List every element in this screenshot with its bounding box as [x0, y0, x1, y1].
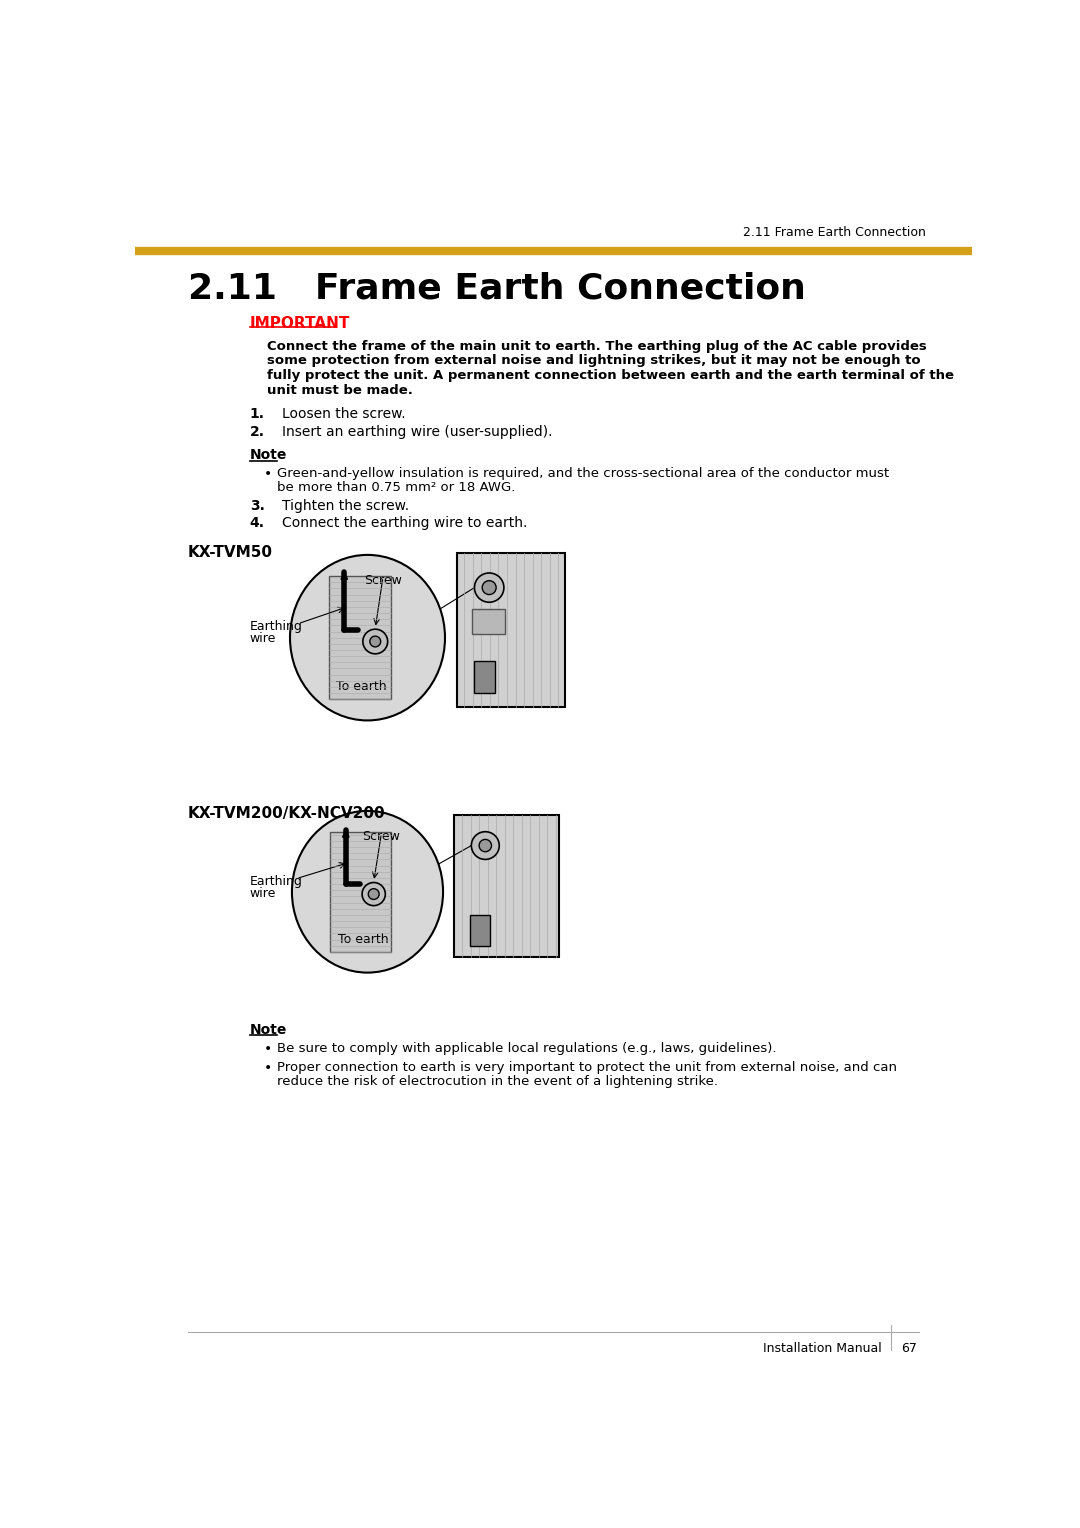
Text: •: • [264, 1060, 272, 1076]
Text: 2.11   Frame Earth Connection: 2.11 Frame Earth Connection [188, 272, 806, 306]
Text: some protection from external noise and lightning strikes, but it may not be eno: some protection from external noise and … [267, 354, 920, 367]
Text: wire: wire [249, 633, 276, 645]
Circle shape [363, 630, 388, 654]
FancyBboxPatch shape [474, 660, 496, 694]
Text: To earth: To earth [337, 680, 387, 694]
Text: fully protect the unit. A permanent connection between earth and the earth termi: fully protect the unit. A permanent conn… [267, 368, 954, 382]
FancyBboxPatch shape [472, 610, 504, 634]
Circle shape [482, 581, 496, 594]
Text: Connect the frame of the main unit to earth. The earthing plug of the AC cable p: Connect the frame of the main unit to ea… [267, 339, 927, 353]
Circle shape [362, 883, 386, 906]
Text: •: • [264, 466, 272, 481]
Circle shape [471, 831, 499, 859]
Text: 3.: 3. [249, 500, 265, 513]
FancyBboxPatch shape [330, 833, 391, 952]
Circle shape [369, 636, 380, 646]
Text: 1.: 1. [249, 406, 265, 420]
Text: Be sure to comply with applicable local regulations (e.g., laws, guidelines).: Be sure to comply with applicable local … [276, 1042, 777, 1054]
FancyBboxPatch shape [470, 915, 490, 946]
Text: Screw: Screw [363, 830, 401, 843]
Circle shape [480, 839, 491, 851]
Text: 2.11 Frame Earth Connection: 2.11 Frame Earth Connection [743, 226, 926, 238]
Text: wire: wire [249, 888, 276, 900]
Ellipse shape [292, 811, 443, 973]
Circle shape [368, 889, 379, 900]
Text: KX-TVM200/KX-NCV200: KX-TVM200/KX-NCV200 [188, 805, 386, 821]
Circle shape [474, 573, 504, 602]
Text: Note: Note [249, 448, 287, 463]
Text: unit must be made.: unit must be made. [267, 384, 413, 397]
Text: Earthing: Earthing [249, 876, 302, 888]
Text: 67: 67 [901, 1342, 917, 1355]
Text: Green-and-yellow insulation is required, and the cross-sectional area of the con: Green-and-yellow insulation is required,… [276, 466, 889, 480]
Text: Earthing: Earthing [249, 620, 302, 633]
Text: Note: Note [249, 1022, 287, 1036]
Text: 2.: 2. [249, 425, 265, 439]
Text: •: • [264, 1042, 272, 1056]
FancyBboxPatch shape [455, 814, 559, 957]
Text: Installation Manual: Installation Manual [762, 1342, 881, 1355]
Text: 4.: 4. [249, 516, 265, 530]
Text: Tighten the screw.: Tighten the screw. [282, 500, 409, 513]
Text: Insert an earthing wire (user-supplied).: Insert an earthing wire (user-supplied). [282, 425, 553, 439]
Text: IMPORTANT: IMPORTANT [249, 316, 350, 330]
FancyBboxPatch shape [328, 576, 391, 700]
Text: To earth: To earth [338, 934, 389, 946]
FancyBboxPatch shape [457, 553, 565, 707]
Text: Proper connection to earth is very important to protect the unit from external n: Proper connection to earth is very impor… [276, 1060, 896, 1074]
Ellipse shape [291, 555, 445, 720]
Text: be more than 0.75 mm² or 18 AWG.: be more than 0.75 mm² or 18 AWG. [276, 481, 515, 494]
Text: reduce the risk of electrocution in the event of a lightening strike.: reduce the risk of electrocution in the … [276, 1076, 718, 1088]
Text: Connect the earthing wire to earth.: Connect the earthing wire to earth. [282, 516, 528, 530]
Text: Screw: Screw [364, 573, 402, 587]
Text: Loosen the screw.: Loosen the screw. [282, 406, 406, 420]
Text: KX-TVM50: KX-TVM50 [188, 545, 272, 561]
